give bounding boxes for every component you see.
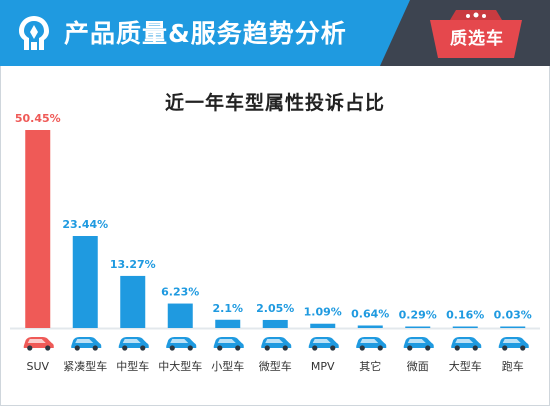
car-icon [498, 337, 529, 351]
category-label: 微面 [407, 359, 429, 373]
car-icon [261, 337, 292, 351]
car-icon [71, 337, 102, 351]
category-label: 其它 [359, 359, 381, 373]
category-label: 中型车 [116, 359, 149, 373]
data-label: 0.29% [399, 309, 437, 322]
bar [500, 326, 526, 328]
car-icon [403, 337, 434, 351]
car-icon [118, 337, 149, 351]
bar [120, 275, 146, 328]
brand-logo-icon [19, 16, 49, 50]
data-label: 0.64% [351, 307, 389, 320]
car-icon [356, 337, 387, 351]
category-label: 紧凑型车 [63, 359, 107, 373]
category-label: SUV [26, 360, 49, 373]
data-label: 50.45% [15, 112, 61, 125]
car-icon [23, 337, 54, 351]
bar [167, 303, 193, 328]
data-label: 1.09% [304, 306, 342, 319]
bar [72, 236, 98, 328]
category-label: 大型车 [449, 359, 482, 373]
bar [405, 326, 431, 328]
data-label: 0.16% [446, 309, 484, 322]
car-icon [213, 337, 244, 351]
category-label: 中大型车 [158, 359, 202, 373]
bar [452, 326, 478, 328]
chart-title: 近一年车型属性投诉占比 [164, 92, 385, 114]
category-label: 跑车 [502, 359, 524, 373]
category-label: MPV [311, 360, 335, 373]
header-title: 产品质量&服务趋势分析 [64, 19, 347, 48]
bar [357, 325, 383, 328]
data-label: 0.03% [494, 309, 532, 322]
category-label: 小型车 [211, 359, 244, 373]
car-icon [451, 337, 482, 351]
data-label: 23.44% [62, 218, 108, 231]
badge-label: 质选车 [450, 29, 504, 49]
bar [262, 319, 288, 328]
data-label: 13.27% [110, 258, 156, 271]
bar [310, 323, 336, 328]
bar [215, 319, 241, 328]
car-icon [166, 337, 197, 351]
bar [25, 130, 51, 328]
data-label: 2.1% [212, 302, 243, 315]
category-label: 微型车 [259, 359, 292, 373]
car-icon [308, 337, 339, 351]
quality-badge-icon [430, 10, 522, 58]
data-label: 2.05% [256, 302, 294, 315]
data-label: 6.23% [161, 286, 199, 299]
